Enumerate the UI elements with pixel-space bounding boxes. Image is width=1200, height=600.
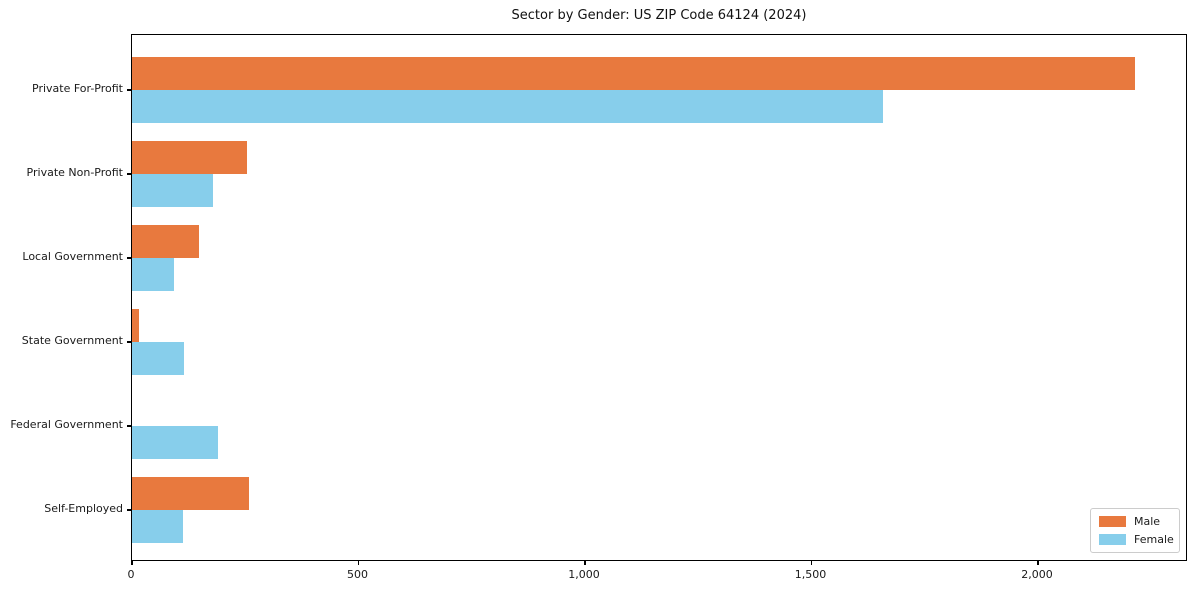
y-axis-label: Private Non-Profit	[26, 166, 123, 179]
y-tick-mark	[127, 425, 131, 427]
legend-item-female: Female	[1099, 532, 1174, 546]
bar-male-2	[132, 141, 248, 174]
legend-swatch	[1099, 516, 1126, 528]
y-axis-label: Self-Employed	[44, 502, 123, 515]
y-tick-mark	[127, 257, 131, 259]
y-axis-label: Federal Government	[10, 418, 123, 431]
bar-female-2	[132, 174, 214, 207]
y-tick-mark	[127, 341, 131, 343]
x-tick-mark	[1037, 561, 1039, 565]
legend-item-male: Male	[1099, 515, 1171, 528]
bar-male-6	[132, 477, 249, 510]
bar-female-3	[132, 258, 175, 291]
bar-male-3	[132, 225, 200, 258]
y-tick-mark	[127, 173, 131, 175]
x-tick-mark	[357, 561, 359, 565]
bar-female-5	[132, 426, 219, 459]
bar-female-1	[132, 90, 884, 123]
x-axis-label: 2,000	[1021, 568, 1053, 581]
y-tick-mark	[127, 509, 131, 511]
legend-label: Male	[1134, 515, 1161, 529]
x-tick-mark	[810, 561, 813, 565]
bar-male-1	[132, 57, 1135, 90]
plot-area	[131, 34, 1187, 561]
chart-title: Sector by Gender: US ZIP Code 64124 (202…	[511, 8, 807, 23]
y-axis-label: State Government	[21, 334, 123, 347]
x-tick-mark	[584, 561, 586, 565]
x-axis-label: 1,000	[568, 568, 600, 581]
x-tick-mark	[131, 561, 133, 565]
x-axis-label: 0	[127, 568, 135, 581]
y-axis-label: Local Government	[22, 250, 123, 263]
x-axis-label: 500	[347, 568, 368, 581]
bar-female-6	[132, 510, 184, 543]
legend: Male Female	[1090, 508, 1180, 553]
y-axis-label: Private For-Profit	[32, 82, 123, 95]
legend-swatch	[1099, 533, 1126, 545]
legend-label: Female	[1134, 532, 1174, 546]
bar-male-4	[132, 309, 139, 342]
bar-female-4	[132, 342, 185, 375]
y-tick-mark	[127, 89, 131, 91]
x-axis-label: 1,500	[794, 568, 827, 581]
